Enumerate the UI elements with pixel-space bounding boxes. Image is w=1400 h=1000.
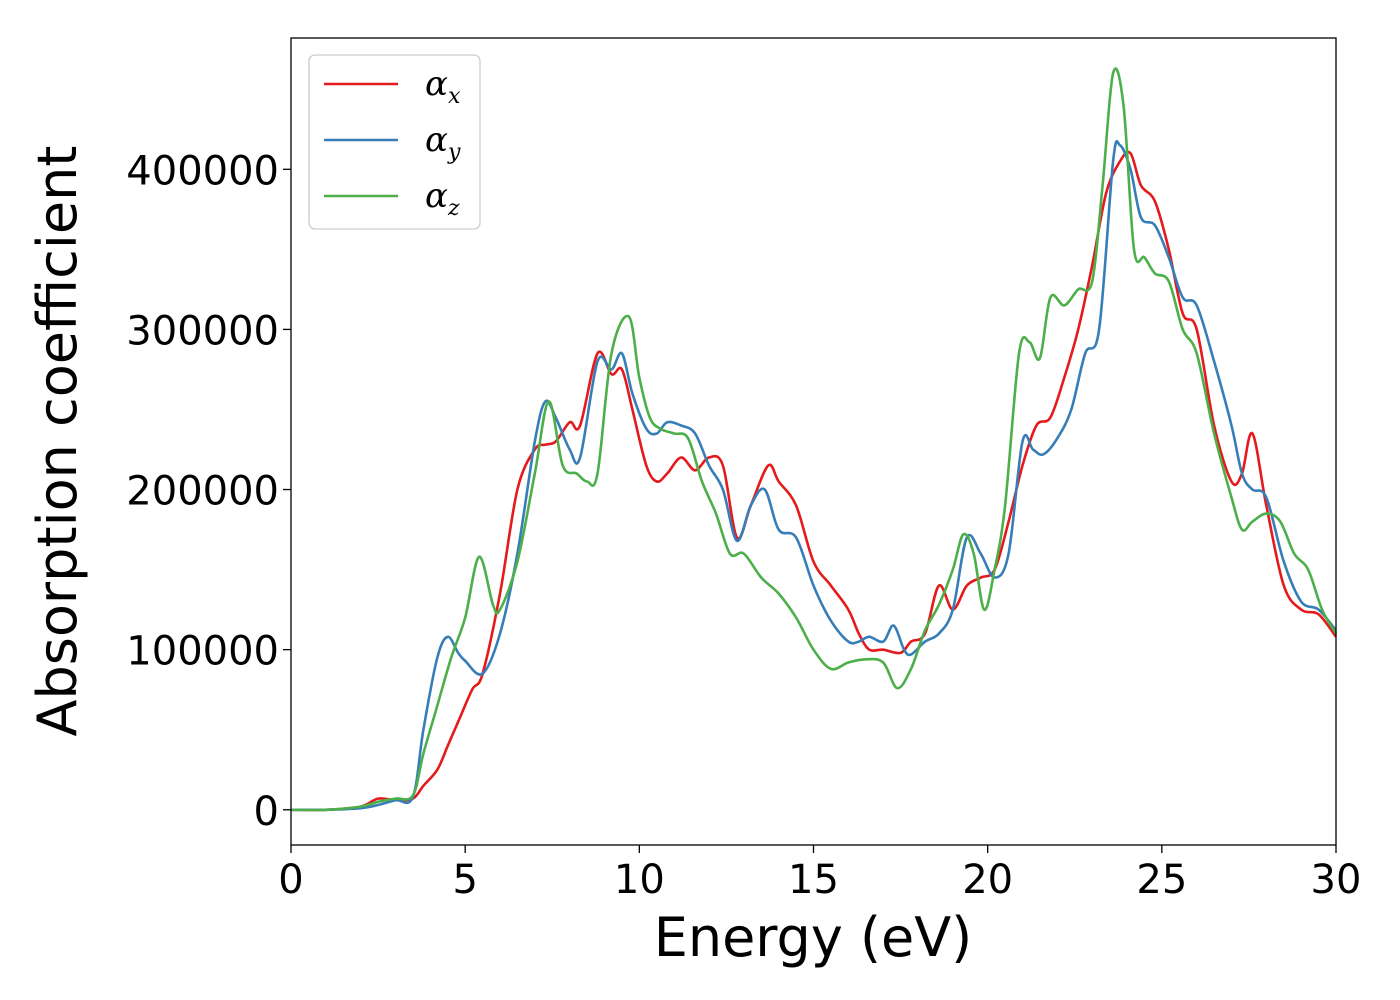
series-line-alpha-y: [290, 139, 1338, 812]
series-line-alpha-x: [290, 150, 1338, 812]
x-tick-label: 25: [1136, 857, 1187, 903]
x-axis-title: Energy (eV): [654, 906, 973, 969]
y-axis-title: Absorption coefficient: [26, 146, 89, 737]
y-tick-label: 0: [254, 789, 279, 835]
legend-subscript: z: [447, 196, 460, 221]
y-tick-label: 400000: [126, 148, 279, 194]
legend-label-alpha-y: αy: [425, 120, 461, 165]
legend-label-alpha-x: αx: [425, 64, 461, 109]
x-tick-label: 0: [278, 857, 303, 903]
x-tick-label: 15: [788, 857, 839, 903]
legend-subscript: y: [447, 140, 461, 165]
y-tick-label: 300000: [126, 308, 279, 354]
legend-box: [308, 54, 481, 230]
x-tick-label: 20: [962, 857, 1013, 903]
x-tick-label: 10: [614, 857, 665, 903]
legend-subscript: x: [448, 84, 461, 109]
y-tick-label: 100000: [126, 629, 279, 675]
x-axis-ticks: 0 5 10 15 20 25 30: [278, 845, 1361, 903]
y-tick-label: 200000: [126, 469, 279, 515]
series-line-alpha-z: [290, 67, 1338, 812]
x-tick-label: 30: [1311, 857, 1362, 903]
x-tick-label: 5: [452, 857, 477, 903]
series-layer: [290, 67, 1338, 812]
y-axis-ticks: 0 100000 200000 300000 400000: [126, 148, 291, 835]
